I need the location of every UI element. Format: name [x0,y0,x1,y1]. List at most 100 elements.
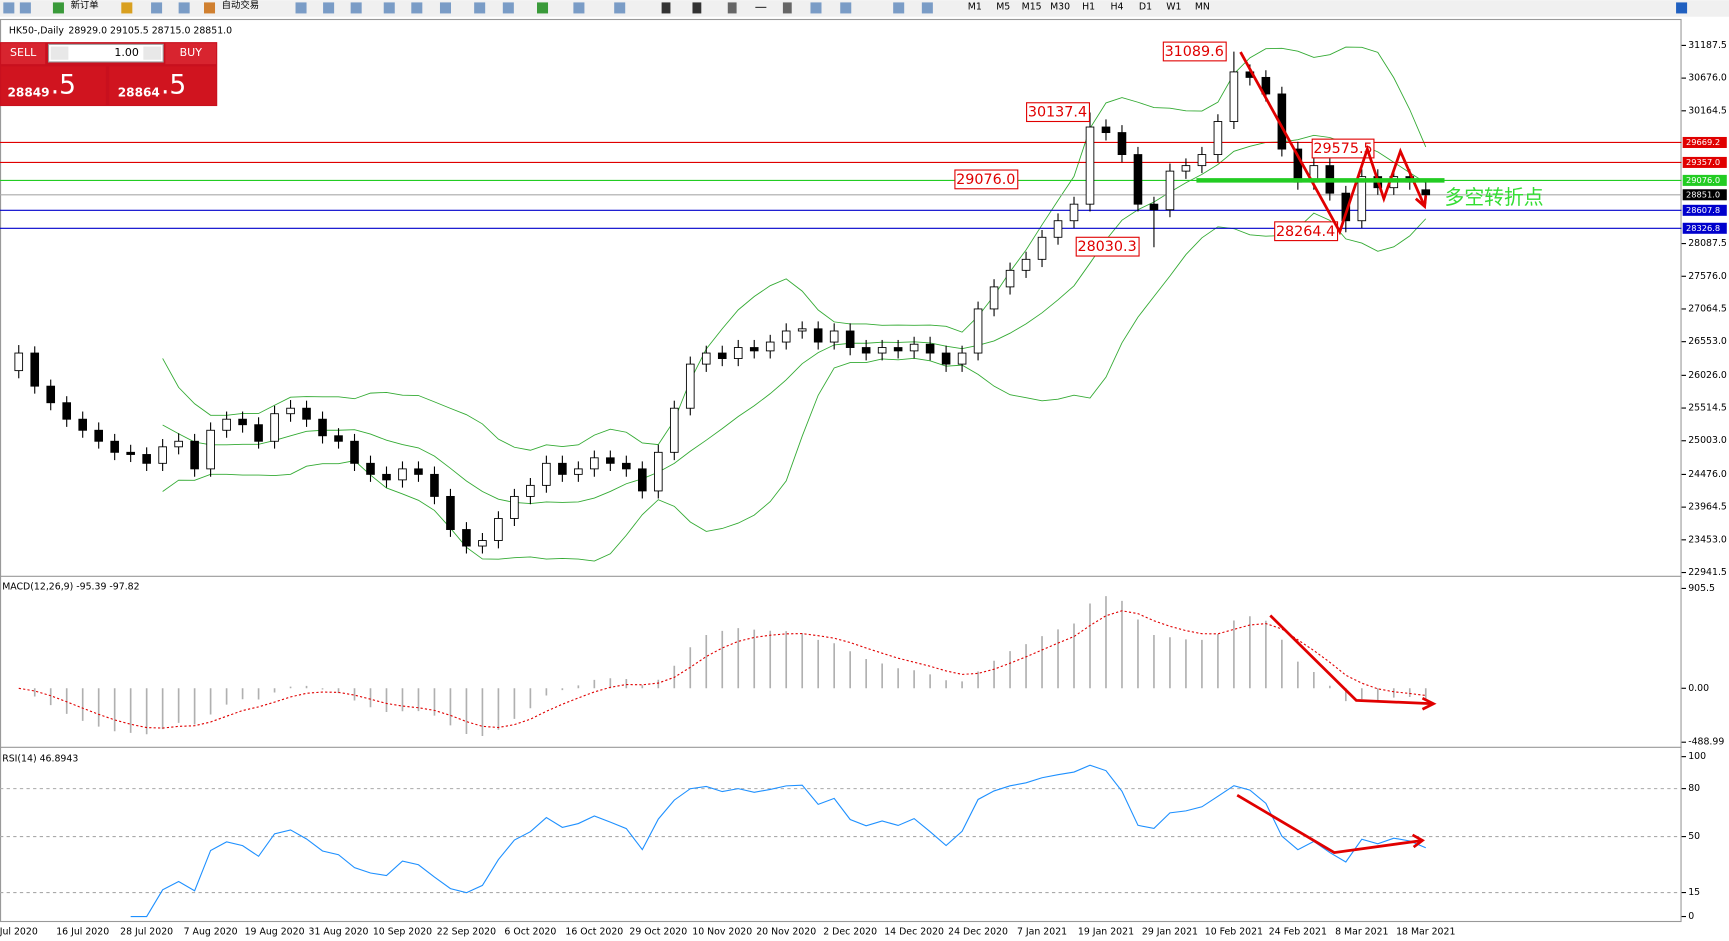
macd-panel [18,596,1427,736]
candle-body [510,495,519,519]
buy-button[interactable] [165,43,217,65]
macd-title: MACD(12,26,9) -95.39 -97.82 [2,581,139,592]
bollinger-band [162,46,1427,451]
level-label-box [1682,204,1727,216]
candle-body [62,402,72,420]
candle-body [78,418,88,431]
candle-body [1069,203,1079,222]
trade-panel [0,42,218,107]
annotations [954,41,1375,257]
candle-body [318,418,327,437]
y-tick-label: 27064.5 [1688,303,1727,314]
lots-input[interactable] [47,43,164,63]
level-label-box [1682,156,1727,168]
x-tick-label: Jul 2020 [0,926,38,937]
candle-body [126,451,135,455]
candle-body [1085,126,1095,205]
candle-body [1133,154,1143,205]
candle-body [1053,220,1063,238]
chart-frame [0,18,1682,923]
timeframe-button[interactable]: M1 [968,1,982,12]
candle-body [110,440,119,453]
candle-body [861,347,871,354]
candle-body [238,418,247,426]
ask-pips: .5 [161,70,186,101]
candle-body [494,518,503,541]
candle-body [174,440,183,448]
x-tick-label: 31 Aug 2020 [309,926,369,937]
x-tick-label: 6 Oct 2020 [504,926,556,937]
candle-body [1197,154,1207,167]
candle-body [478,540,487,547]
timeframe-button[interactable]: W1 [1166,1,1181,12]
candle-body [158,446,167,464]
candle-body [669,407,679,453]
candle-body [638,468,647,492]
level-label-box [1682,189,1727,201]
y-tick-label: 23453.0 [1688,534,1727,545]
candle-body [590,457,599,470]
timeframe-button[interactable]: M5 [996,1,1010,12]
candle-body [829,330,839,343]
candle-body [1357,176,1367,222]
level-label-box [1682,222,1727,234]
level-label-box [1682,136,1727,148]
candle-body [14,352,24,372]
candle-body [909,343,919,352]
candle-body [717,352,727,359]
x-tick-label: 2 Dec 2020 [823,926,877,937]
axes: 31187.5 30676.0 30164.5 28087.5 27576.0 27064… [0,40,1727,938]
candle-body [1165,170,1175,211]
new-order-button[interactable]: 新订单 [71,0,99,11]
candle-body [1181,165,1191,172]
annotation: 29575.5 [1313,141,1372,157]
candle-body [877,347,887,354]
candle-body [606,457,615,464]
bid-quote[interactable] [1,66,106,105]
sell-button[interactable] [1,43,46,65]
level-label: 29076.0 [1686,175,1720,185]
candle-body [989,286,999,310]
candle-body [701,352,711,365]
y-tick-label: 28087.5 [1688,238,1727,249]
timeframe-button[interactable]: H4 [1111,1,1124,12]
candle-body [46,385,56,404]
timeframe-button[interactable]: H1 [1082,1,1095,12]
candle-body [1117,132,1127,156]
x-tick-label: 24 Feb 2021 [1269,926,1327,937]
candle-body [1229,71,1239,122]
x-tick-label: 16 Jul 2020 [56,926,109,937]
candle-body [973,308,983,354]
macd-signal [18,610,1426,729]
y-tick-label: 30676.0 [1688,73,1727,84]
rsi-line [130,764,1426,918]
bollinger-band [162,134,1426,505]
candle-body [286,407,295,415]
candle-body [334,435,343,442]
x-tick-label: 8 Mar 2021 [1335,926,1388,937]
candle-body [366,462,375,475]
candle-body [446,495,455,530]
level-label: 29669.2 [1686,137,1720,147]
candle-body [1037,236,1047,260]
x-tick-label: 10 Nov 2020 [692,926,752,937]
bid-pips: .5 [51,70,76,101]
timeframe-button[interactable]: D1 [1139,1,1152,12]
timeframe-button[interactable]: M30 [1050,1,1070,12]
candle-body [430,473,439,497]
y-tick-label: 27576.0 [1688,271,1727,282]
ask-quote[interactable] [109,66,217,105]
candle-body [1101,126,1111,134]
candle-body [254,424,263,442]
candle-body [1341,192,1351,222]
auto-trading-button[interactable]: 自动交易 [222,0,259,11]
candle-body [733,347,743,359]
annotation-note: 多空转折点 [1445,186,1544,209]
candle-body [270,413,279,442]
toolbar-icons [3,2,1688,14]
timeframe-button[interactable]: M15 [1022,1,1042,12]
candle-body [382,473,391,481]
candle-body [94,429,103,442]
timeframe-button[interactable]: MN [1195,1,1210,12]
